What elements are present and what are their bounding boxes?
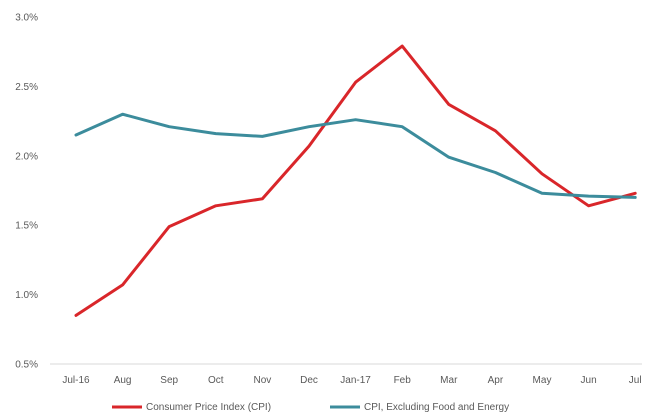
y-tick-label: 1.5%	[15, 221, 38, 232]
x-tick-label: Apr	[488, 375, 504, 386]
y-tick-label: 3.0%	[15, 13, 38, 24]
x-tick-label: Jun	[581, 375, 597, 386]
x-tick-label: Oct	[208, 375, 224, 386]
x-tick-label: Sep	[160, 375, 178, 386]
legend-label: Consumer Price Index (CPI)	[146, 402, 271, 413]
axis-layer: 0.5% 1.0% 1.5% 2.0% 2.5% 3.0% Jul-16 Aug Sep Oct N…	[15, 13, 642, 386]
x-tick-label: May	[533, 375, 552, 386]
series-layer	[74, 44, 637, 317]
series-line-core-cpi	[74, 112, 637, 199]
series-line-cpi	[74, 44, 637, 317]
x-tick-label: Jul	[629, 375, 642, 386]
y-tick-label: 1.0%	[15, 290, 38, 301]
x-tick-label: Nov	[254, 375, 272, 386]
legend: Consumer Price Index (CPI) CPI, Excluding…	[112, 402, 509, 413]
y-tick-label: 0.5%	[15, 360, 38, 371]
x-tick-label: Feb	[394, 375, 412, 386]
x-tick-label: Jul-16	[62, 375, 90, 386]
y-tick-label: 2.0%	[15, 151, 38, 162]
x-tick-label: Dec	[300, 375, 318, 386]
x-tick-label: Mar	[440, 375, 458, 386]
legend-label: CPI, Excluding Food and Energy	[364, 402, 509, 413]
y-tick-label: 2.5%	[15, 82, 38, 93]
x-tick-label: Aug	[114, 375, 132, 386]
x-tick-label: Jan-17	[340, 375, 371, 386]
